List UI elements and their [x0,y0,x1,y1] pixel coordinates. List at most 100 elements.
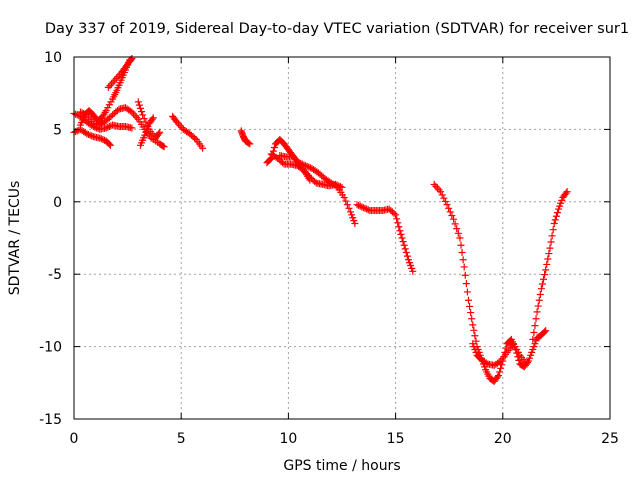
data-point [468,315,476,323]
data-point [437,188,445,196]
data-point [83,130,91,138]
chart-title: Day 337 of 2019, Sidereal Day-to-day VTE… [45,21,629,37]
data-point [104,123,112,131]
data-point [535,296,543,304]
data-point [302,162,310,170]
data-point [531,322,539,330]
data-point [522,360,530,368]
data-point [409,267,417,275]
data-point [458,248,466,256]
data-point [459,256,467,264]
data-point [497,364,505,372]
data-point [394,219,402,227]
data-point [549,226,557,234]
data-point [343,201,351,209]
data-point [156,128,164,136]
data-point [482,359,490,367]
series-arc9 [237,127,254,148]
data-point [544,255,552,263]
data-point [395,223,403,231]
data-point [351,220,359,228]
data-point [148,115,156,123]
data-point [461,271,469,279]
data-point [298,160,306,168]
x-axis-label: GPS time / hours [283,458,400,474]
data-point [397,230,405,238]
data-point [537,285,545,293]
x-tick-label: 0 [70,431,79,447]
data-point [270,144,278,151]
data-point [400,241,408,249]
data-point [160,143,168,151]
y-tick-label: 0 [53,195,62,211]
data-point [536,290,544,298]
data-point [545,250,553,258]
data-point [467,309,475,317]
data-point [438,191,446,199]
x-tick-label: 25 [601,431,619,447]
data-point [353,201,361,209]
data-point [390,209,398,217]
data-point [543,260,551,268]
data-point [97,135,105,143]
data-point [460,263,468,271]
data-point [361,204,369,212]
data-point [552,212,560,220]
series-arc8 [169,112,207,152]
y-tick-label: -10 [39,340,62,356]
x-tick-label: 15 [387,431,405,447]
data-point [532,315,540,323]
data-point [246,140,254,148]
data-point [99,136,107,144]
data-point [159,142,167,150]
data-point [345,204,353,212]
data-point [469,321,477,329]
data-point [546,244,554,252]
data-point [300,161,308,169]
data-point [105,140,113,148]
data-point [363,205,371,213]
axis-ticks: 0 5 10 15 20 25 -15 -10 -5 0 5 10 [39,50,619,447]
data-point [135,101,143,109]
data-point [105,123,113,131]
data-point [547,238,555,246]
data-point [540,275,548,283]
data-point [128,54,136,62]
data-point [454,229,462,237]
data-point [448,212,456,220]
data-point [440,194,448,202]
data-point [364,206,372,214]
data-point [106,141,114,149]
data-point [542,327,550,335]
data-point [496,368,504,376]
data-point [393,215,401,223]
data-point [548,232,556,240]
data-point [399,238,407,246]
data-point [530,328,538,336]
data-point [297,159,305,167]
series-arc12 [276,151,359,228]
data-point [495,372,503,380]
data-point [542,266,550,274]
data-point [457,241,465,249]
data-point [493,373,501,381]
data-point [495,358,503,366]
data-point [398,234,406,242]
data-point [149,114,157,122]
data-points [70,54,571,385]
data-point [136,104,144,112]
data-point [96,134,104,142]
series-arc13 [353,201,417,275]
data-point [445,204,453,212]
data-point [102,124,110,132]
data-point [355,201,363,209]
data-point [562,189,570,197]
data-point [443,201,451,209]
data-point [403,252,411,260]
data-point [402,248,410,256]
data-point [86,131,94,139]
series-arc15 [469,340,530,369]
data-point [72,110,80,118]
